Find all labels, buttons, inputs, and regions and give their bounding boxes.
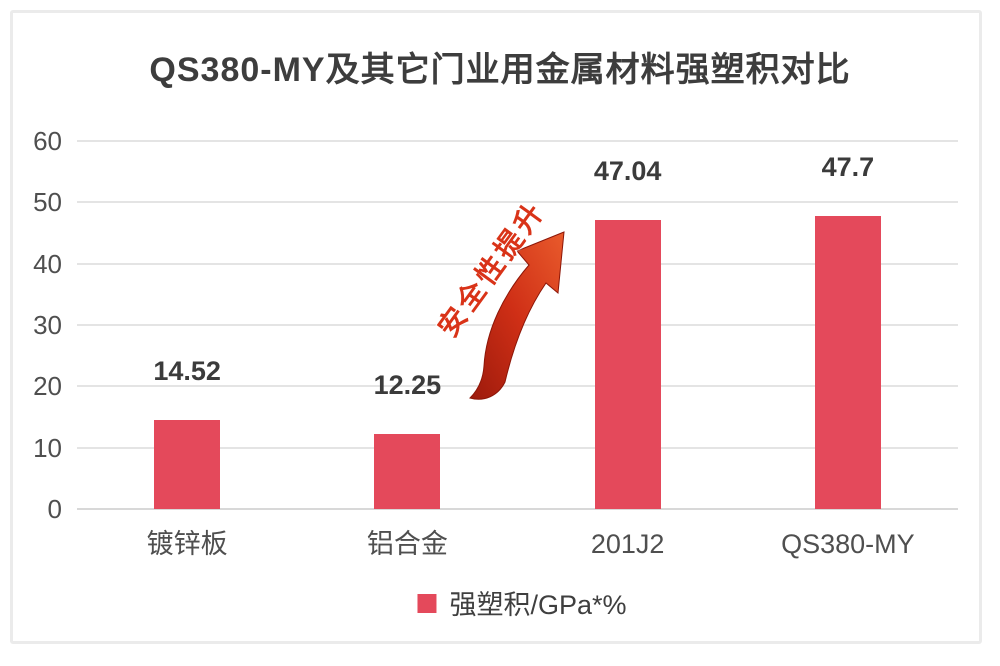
- bar-201J2: [594, 220, 661, 509]
- x-axis-label: 铝合金: [366, 529, 448, 559]
- bar-value-label: 47.7: [821, 152, 875, 183]
- gridline-50: [77, 201, 958, 204]
- legend-swatch: [417, 594, 437, 613]
- y-axis-tick-0: 0: [47, 494, 62, 524]
- y-axis-tick-30: 30: [33, 310, 62, 340]
- gridline-10: [77, 446, 958, 449]
- gridline-60: [77, 140, 958, 142]
- y-axis-tick-60: 60: [33, 126, 62, 156]
- bar-QS380-MY: [814, 216, 881, 509]
- bar-镀锌板: [154, 419, 221, 509]
- bar-value-label: 12.25: [373, 369, 442, 400]
- bar-value-label: 14.52: [153, 355, 221, 386]
- bar-铝合金: [374, 433, 441, 509]
- bar-value-label: 47.04: [593, 156, 662, 187]
- increase-arrow-icon: [469, 231, 565, 400]
- y-axis-tick-50: 50: [33, 187, 62, 218]
- gridline-0: [77, 508, 958, 510]
- x-axis-label: 201J2: [590, 529, 665, 559]
- x-axis-label: QS380-MY: [781, 529, 915, 559]
- gridline-20: [77, 385, 958, 388]
- legend: 强塑积/GPa*%: [417, 583, 627, 622]
- chart-frame: [10, 10, 982, 644]
- y-axis-tick-10: 10: [33, 432, 62, 463]
- x-axis-label: 镀锌板: [146, 529, 228, 559]
- y-axis-tick-40: 40: [33, 248, 62, 279]
- gridline-40: [77, 262, 958, 265]
- chart-title: QS380-MY及其它门业用金属材料强塑积对比: [149, 51, 851, 89]
- y-axis-tick-20: 20: [33, 371, 62, 402]
- legend-label: 强塑积/GPa*%: [449, 590, 627, 620]
